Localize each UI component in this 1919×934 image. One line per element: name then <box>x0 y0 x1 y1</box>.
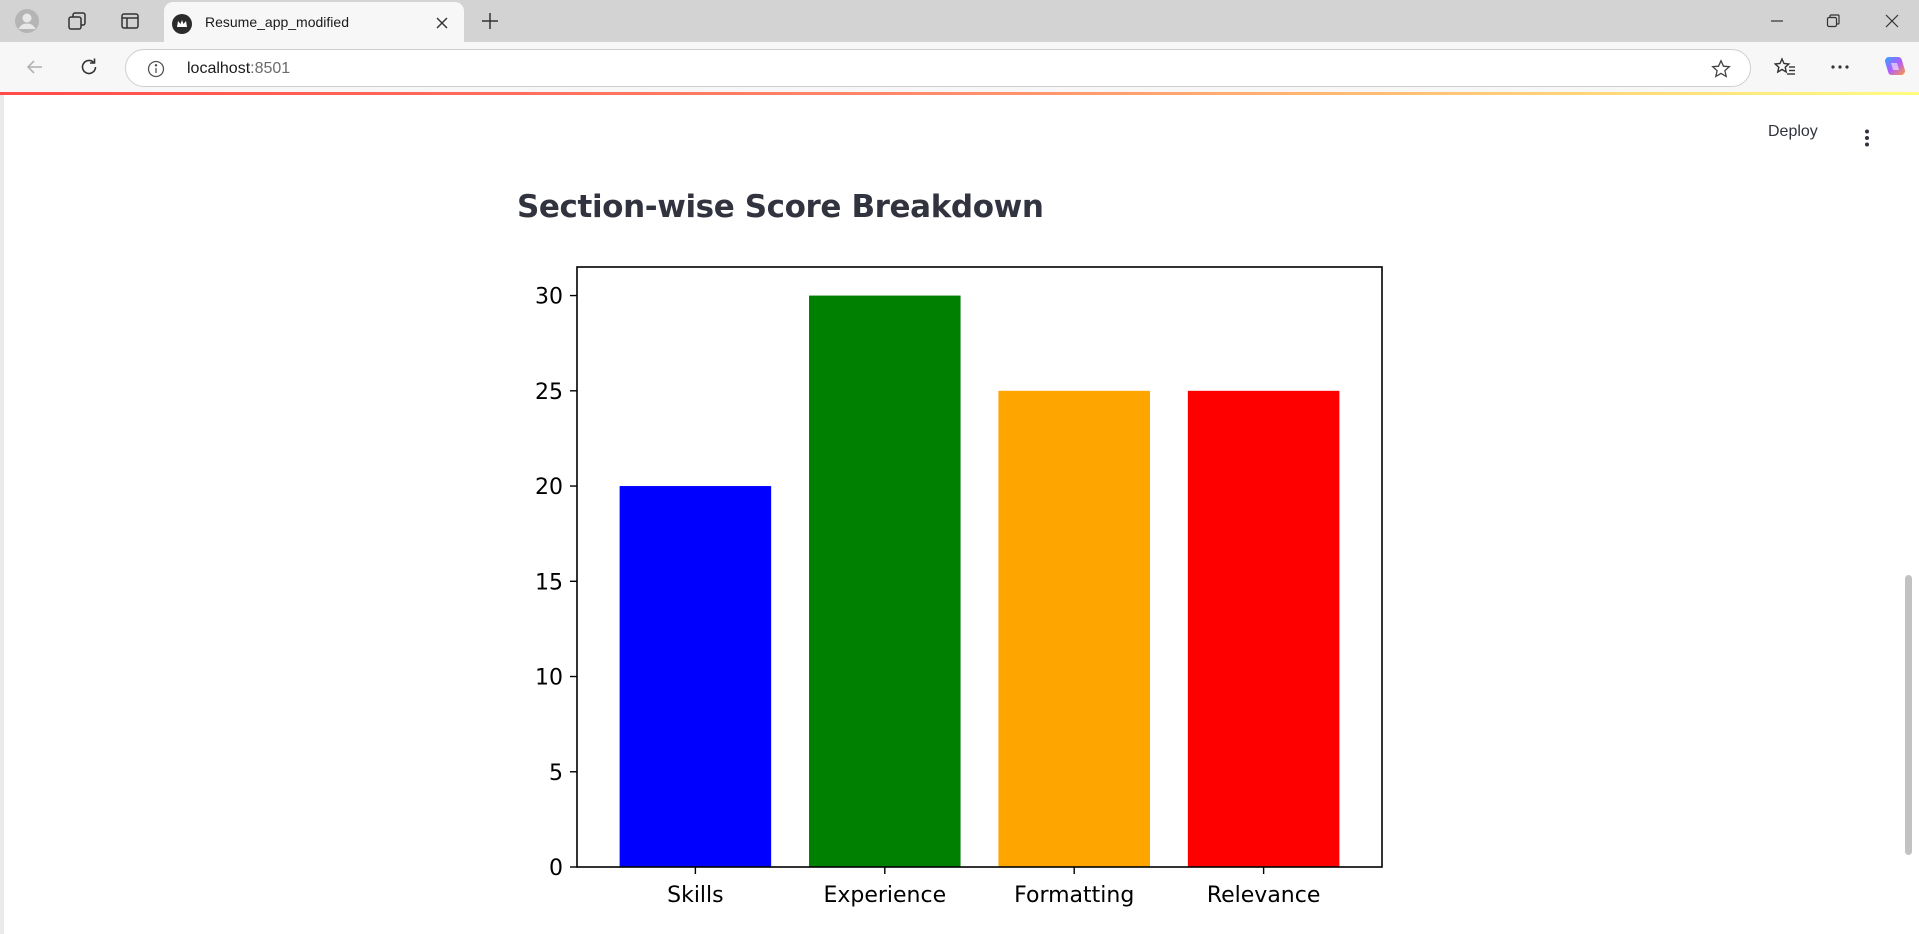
site-info-icon[interactable] <box>146 59 166 79</box>
deploy-button[interactable]: Deploy <box>1768 123 1818 140</box>
close-tab-icon[interactable] <box>432 13 452 33</box>
page-title: Section-wise Score Breakdown <box>517 189 1044 225</box>
x-tick-label-skills: Skills <box>667 883 724 908</box>
copilot-icon[interactable] <box>1880 53 1908 81</box>
x-tick-label-formatting: Formatting <box>1014 883 1134 908</box>
reload-icon[interactable] <box>75 53 103 81</box>
vertical-tabs-icon[interactable] <box>117 8 143 34</box>
x-tick-label-relevance: Relevance <box>1207 883 1321 908</box>
bar-experience <box>809 295 961 868</box>
score-bar-chart: 0 5 10 15 20 25 30 Skills Experience Formatting Re… <box>500 255 1400 934</box>
axes-frame <box>576 266 1383 868</box>
favorite-star-icon[interactable] <box>1710 58 1732 80</box>
page-scrollbar[interactable] <box>1905 575 1912 855</box>
restore-icon[interactable] <box>1818 8 1848 34</box>
streamlit-favicon-icon <box>172 14 192 34</box>
y-tick-label: 10 <box>535 666 563 691</box>
y-tick-label: 0 <box>549 856 563 881</box>
browser-tab-bar: Resume_app_modified <box>0 0 1919 42</box>
profile-icon[interactable] <box>14 8 40 34</box>
active-tab[interactable]: Resume_app_modified <box>164 2 464 42</box>
workspaces-icon[interactable] <box>64 8 90 34</box>
y-tick-label: 25 <box>535 380 563 405</box>
back-icon[interactable] <box>21 53 49 81</box>
url-port: :8501 <box>250 60 291 77</box>
streamlit-header-decoration <box>0 92 1919 95</box>
url-host: localhost <box>187 60 251 77</box>
bar-relevance <box>1187 390 1340 867</box>
tab-title: Resume_app_modified <box>205 14 349 30</box>
minimize-icon[interactable] <box>1762 8 1792 34</box>
more-options-icon[interactable] <box>1826 53 1854 81</box>
y-tick-label: 15 <box>535 570 563 595</box>
y-tick-label: 30 <box>535 285 563 310</box>
browser-toolbar: localhost:8501 <box>0 42 1919 92</box>
favorites-icon[interactable] <box>1771 53 1799 81</box>
new-tab-icon[interactable] <box>478 9 502 33</box>
close-window-icon[interactable] <box>1877 8 1907 34</box>
x-tick-label-experience: Experience <box>823 883 946 908</box>
bar-skills <box>619 486 772 867</box>
bar-formatting <box>998 390 1150 867</box>
main-menu-icon[interactable] <box>1856 124 1878 152</box>
url-text: localhost:8501 <box>187 60 290 78</box>
y-tick-label: 5 <box>549 761 563 786</box>
address-bar[interactable]: localhost:8501 <box>125 49 1751 87</box>
y-tick-label: 20 <box>535 475 563 500</box>
app-left-border <box>0 95 4 934</box>
